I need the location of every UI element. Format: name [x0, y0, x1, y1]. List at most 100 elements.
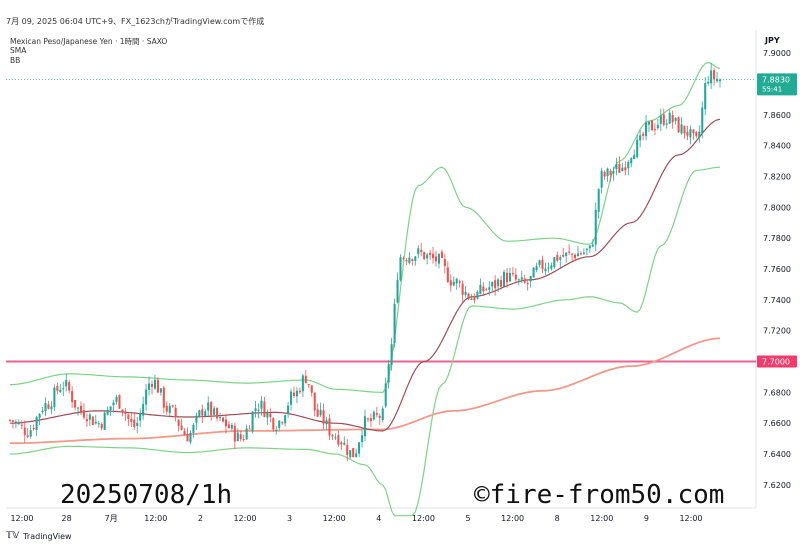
candle-body — [553, 257, 556, 268]
candle-body — [659, 115, 662, 124]
candle-body — [192, 424, 195, 433]
candle-body — [683, 125, 686, 134]
candle-body — [168, 405, 171, 414]
y-tick-label: 7.6200 — [763, 481, 791, 490]
candle-body — [366, 418, 369, 420]
candle-body — [571, 253, 574, 255]
candle-body — [62, 388, 65, 390]
indicator-bb-label[interactable]: BB — [10, 56, 21, 65]
candle-body — [133, 419, 136, 427]
candle-body — [440, 251, 443, 258]
candle-body — [488, 287, 491, 290]
candle-body — [432, 253, 435, 259]
candle-body — [405, 260, 408, 262]
candle-body — [177, 419, 180, 426]
tradingview-footer[interactable]: 𝕋𝕍 TradingView — [6, 531, 72, 541]
candle-body — [464, 291, 467, 295]
candle-body — [162, 387, 165, 408]
candle-body — [322, 410, 325, 424]
candle-body — [210, 402, 213, 416]
candle-body — [20, 424, 23, 426]
candle-body — [361, 435, 364, 443]
x-tick-label: 12:00 — [323, 514, 346, 523]
candle-body — [458, 281, 461, 283]
candle-body — [434, 256, 438, 262]
candle-body — [47, 404, 50, 409]
candle-body — [381, 408, 384, 421]
candle-body — [180, 425, 183, 430]
candle-body — [716, 78, 719, 81]
candle-body — [423, 252, 426, 260]
candle-body — [334, 437, 337, 439]
candle-body — [704, 83, 707, 110]
candle-body — [707, 81, 710, 84]
candle-body — [82, 410, 85, 418]
y-tick-label: 7.7400 — [763, 296, 791, 305]
candle-body — [645, 122, 648, 137]
tv-logo-icon: 𝕋𝕍 — [6, 531, 20, 541]
candle-body — [331, 434, 334, 437]
candle-body — [544, 268, 547, 272]
candle-body — [85, 419, 88, 422]
candle-body — [503, 271, 506, 287]
candle-body — [124, 412, 127, 415]
candle-body — [541, 259, 544, 270]
candle-body — [266, 411, 269, 418]
candle-body — [639, 135, 642, 141]
candle-body — [695, 132, 698, 137]
candle-body — [582, 252, 585, 254]
indicator-sma-label[interactable]: SMA — [10, 46, 27, 55]
candle-body — [130, 419, 133, 422]
x-tick-label: 4 — [376, 514, 381, 523]
candle-body — [201, 409, 204, 416]
x-tick-label: 3 — [287, 514, 292, 523]
candle-body — [429, 252, 432, 255]
x-tick-label: 9 — [644, 514, 649, 523]
candle-body — [337, 435, 340, 445]
candle-body — [254, 408, 257, 411]
candle-body — [437, 253, 440, 264]
candle-body — [263, 401, 266, 417]
candle-body — [65, 380, 68, 387]
candle-body — [301, 375, 304, 392]
brand-label: TradingView — [23, 531, 72, 541]
candle-body — [278, 420, 281, 428]
candle-body — [352, 447, 355, 458]
candle-body — [387, 363, 390, 383]
y-tick-label: 7.6800 — [763, 388, 791, 397]
candle-body — [292, 392, 296, 396]
chart-header: 7月 09, 2025 06:04 UTC+9、FX_1623chがTradin… — [6, 17, 265, 26]
candle-body — [636, 139, 639, 157]
candle-body — [393, 303, 396, 344]
candle-body — [482, 286, 485, 292]
candle-body — [121, 409, 124, 412]
candle-body — [508, 273, 511, 282]
candle-body — [136, 422, 139, 426]
candle-body — [118, 394, 121, 409]
candle-body — [343, 442, 346, 445]
y-tick-label: 7.8200 — [763, 172, 791, 181]
candle-body — [698, 132, 701, 138]
x-tick-label: 8 — [555, 514, 560, 523]
candle-body — [467, 293, 470, 299]
candle-body — [260, 400, 263, 409]
candle-body — [174, 407, 177, 418]
candle-body — [443, 259, 446, 267]
candle-body — [473, 296, 476, 301]
level-price-value: 7.7000 — [762, 358, 790, 367]
candle-body — [68, 382, 71, 391]
candle-body — [171, 405, 174, 407]
candle-body — [565, 252, 568, 256]
candle-body — [248, 428, 251, 430]
candle-body — [224, 419, 227, 427]
candle-body — [204, 411, 207, 417]
symbol-title: Mexican Peso/Japanese Yen · 1時間 · SAXO — [10, 37, 168, 46]
candle-body — [556, 255, 559, 261]
candle-body — [411, 259, 414, 262]
candle-body — [148, 383, 151, 390]
candle-body — [14, 421, 17, 423]
candle-body — [257, 409, 260, 411]
candle-body — [662, 114, 665, 125]
candle-body — [313, 392, 316, 411]
